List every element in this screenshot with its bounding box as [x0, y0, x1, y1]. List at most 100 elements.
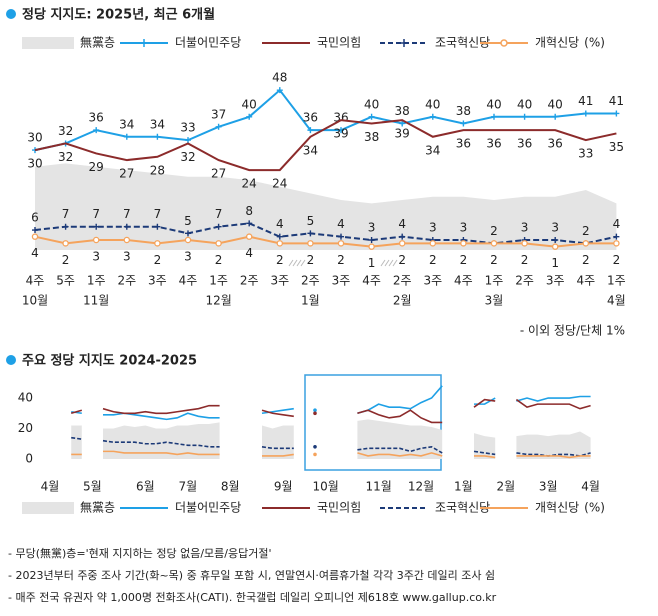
data-label: 2	[582, 253, 590, 267]
legend-label: 더불어민주당	[175, 36, 241, 50]
month-label: 10월	[312, 480, 338, 494]
data-label: 24	[242, 177, 257, 191]
data-label: 2	[337, 253, 345, 267]
marker	[429, 113, 436, 120]
marker	[398, 240, 406, 247]
marker	[399, 120, 406, 127]
x-tick-label: 3주	[423, 274, 442, 288]
data-label: 4	[31, 246, 39, 260]
marker	[246, 220, 253, 227]
data-label: 48	[272, 71, 287, 85]
line	[357, 409, 443, 424]
y-tick-label: 20	[18, 421, 33, 435]
data-label: 7	[215, 207, 223, 221]
month-label: 6월	[136, 480, 155, 494]
month-label: 1월	[301, 294, 320, 308]
data-label: 34	[425, 143, 440, 157]
data-label: 2	[62, 253, 70, 267]
marker	[613, 110, 620, 117]
marker	[31, 233, 39, 240]
data-label: 39	[333, 127, 348, 141]
data-label: 32	[180, 150, 195, 164]
data-label: 2	[613, 253, 621, 267]
month-label: 12월	[205, 294, 231, 308]
data-label: 1	[368, 256, 376, 270]
line	[103, 412, 220, 421]
legend-marker	[400, 39, 408, 47]
data-label: 36	[456, 137, 471, 151]
marker	[154, 223, 161, 230]
month-label: 5월	[83, 480, 102, 494]
marker	[551, 243, 559, 250]
chart-title: 정당 지지도: 2025년, 최근 6개월	[22, 7, 215, 23]
data-label: 33	[578, 147, 593, 161]
line	[102, 404, 220, 415]
data-label: 1	[551, 256, 559, 270]
marker	[154, 133, 161, 140]
x-tick-label: 3주	[148, 274, 167, 288]
legend-swatch	[22, 37, 74, 49]
data-label: 6	[31, 211, 39, 225]
legend-unit: (%)	[584, 501, 605, 515]
marker	[490, 240, 498, 247]
chart-title: 주요 정당 지지도 2024-2025	[22, 353, 197, 369]
marker	[521, 113, 528, 120]
data-label: 38	[364, 130, 379, 144]
data-label: 33	[180, 121, 195, 135]
data-label: 28	[150, 163, 165, 177]
line	[70, 409, 83, 415]
footnote: - 매주 전국 유권자 약 1,000명 전화조사(CATI). 한국갤럽 데일…	[8, 590, 497, 604]
data-label: 29	[89, 160, 104, 174]
marker	[460, 120, 467, 127]
month-label: 12월	[408, 480, 434, 494]
line	[102, 439, 220, 448]
data-label: 36	[486, 137, 501, 151]
line	[516, 395, 591, 402]
data-label: 27	[211, 167, 226, 181]
x-tick-label: 1주	[87, 274, 106, 288]
legend-label: 국민의힘	[317, 36, 361, 50]
marker	[613, 233, 620, 240]
marker	[552, 113, 559, 120]
data-label: 4	[337, 217, 345, 231]
data-label: 3	[429, 221, 437, 235]
data-label: 30	[27, 157, 42, 171]
month-label: 4월	[607, 294, 626, 308]
line	[357, 445, 443, 454]
x-tick-label: 4주	[362, 274, 381, 288]
data-label: 41	[578, 94, 593, 108]
x-tick-label: 2주	[240, 274, 259, 288]
data-label: 34	[119, 117, 134, 131]
point	[313, 411, 317, 416]
marker	[62, 223, 69, 230]
line	[473, 398, 496, 408]
data-label: 37	[211, 107, 226, 121]
line	[474, 455, 496, 459]
data-label: 2	[460, 253, 468, 267]
marker	[582, 110, 589, 117]
x-tick-label: 4주	[454, 274, 473, 288]
line	[261, 409, 294, 418]
marker	[399, 233, 406, 240]
data-label: 3	[551, 221, 559, 235]
data-label: 5	[307, 214, 315, 228]
data-label: 2	[490, 224, 498, 238]
month-label: 7월	[178, 480, 197, 494]
x-tick-label: 3주	[546, 274, 565, 288]
marker	[185, 230, 191, 237]
data-label: 2	[276, 253, 284, 267]
marker	[338, 233, 344, 240]
line	[357, 385, 443, 415]
marker	[276, 233, 283, 240]
marker	[460, 240, 467, 247]
marker	[123, 133, 130, 140]
marker	[123, 236, 131, 244]
data-label: 2	[490, 253, 498, 267]
legend-label: 조국혁신당	[435, 501, 490, 515]
marker	[185, 137, 191, 144]
point	[313, 452, 317, 457]
line	[34, 119, 617, 172]
data-label: 27	[119, 167, 134, 181]
legend-label: 개혁신당	[535, 36, 579, 50]
marker	[123, 223, 130, 230]
